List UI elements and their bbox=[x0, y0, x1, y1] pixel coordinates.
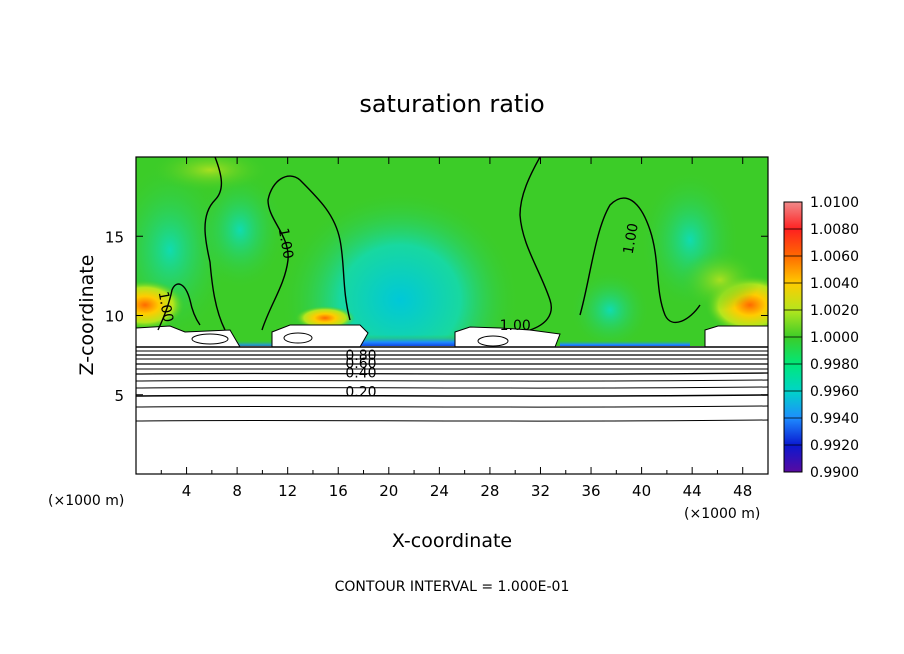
field-warm-patch-mid bbox=[295, 306, 355, 330]
x-tick-label: 28 bbox=[480, 482, 499, 500]
y-tick-label: 15 bbox=[105, 228, 124, 246]
field-lime-patch-right bbox=[680, 250, 760, 310]
colorbar-segment bbox=[784, 418, 802, 446]
colorbar-segment bbox=[784, 310, 802, 338]
cloud-patch-2 bbox=[271, 324, 369, 348]
contour-label: 1.00 bbox=[155, 290, 176, 323]
x-tick-label: 24 bbox=[430, 482, 449, 500]
contour-label: 0.60 bbox=[345, 356, 376, 372]
colorbar-segment bbox=[784, 391, 802, 419]
colorbar-tick-label: 0.9980 bbox=[810, 357, 859, 373]
colorbar-tick-label: 0.9920 bbox=[810, 438, 859, 454]
colorbar-tick-label: 0.9940 bbox=[810, 411, 859, 427]
cloud-core-3 bbox=[477, 335, 509, 347]
cloud-patch-1 bbox=[136, 325, 241, 348]
x-tick-label: 16 bbox=[329, 482, 348, 500]
colorbar-segment bbox=[784, 256, 802, 284]
cloud-core-1 bbox=[191, 333, 229, 345]
x-axis: 4 8 12 16 20 24 28 32 36 40 44 48 bbox=[160, 157, 752, 500]
cloud-patch-4 bbox=[704, 325, 768, 348]
contour-1.00-d bbox=[519, 157, 552, 331]
contour-1.00-e bbox=[579, 197, 701, 324]
field-blue-band-2 bbox=[560, 340, 690, 349]
field-lime-patch bbox=[150, 157, 270, 192]
x-tick-label: 12 bbox=[278, 482, 297, 500]
field-white-lower bbox=[136, 346, 768, 474]
colorbar: 1.0100 1.0080 1.0060 1.0040 1.0020 1.0000 0.99… bbox=[783, 195, 859, 481]
y-tick-label: 5 bbox=[114, 387, 124, 405]
contour-labels: 1.00 1.00 1.00 1.00 0.800.600.40 0.20 bbox=[155, 222, 642, 400]
x-axis-title: X-coordinate bbox=[392, 530, 512, 552]
colorbar-tick-label: 1.0100 bbox=[810, 195, 859, 211]
field-cyan-plume-mid bbox=[195, 170, 285, 290]
contour-1.00-a bbox=[204, 157, 226, 331]
field-cyan-plume-right2 bbox=[570, 270, 650, 350]
contour-label: 0.20 bbox=[345, 384, 376, 400]
colorbar-tick-label: 0.9960 bbox=[810, 384, 859, 400]
x-axis-unit-right: (×1000 m) bbox=[684, 506, 760, 522]
contour-label: 0.80 bbox=[345, 348, 376, 364]
chart-title: saturation ratio bbox=[359, 90, 544, 118]
colorbar-tick-label: 1.0000 bbox=[810, 330, 859, 346]
colorbar-tick-label: 1.0060 bbox=[810, 249, 859, 265]
colorbar-segment bbox=[784, 445, 802, 473]
x-tick-label: 32 bbox=[531, 482, 550, 500]
colorbar-segment bbox=[784, 337, 802, 365]
colorbar-segment bbox=[784, 229, 802, 257]
cloud-core-2 bbox=[283, 332, 313, 344]
colorbar-tick-label: 1.0020 bbox=[810, 303, 859, 319]
contour-label: 0.40 bbox=[345, 365, 376, 381]
colorbar-segment bbox=[784, 283, 802, 311]
x-tick-label: 20 bbox=[379, 482, 398, 500]
contour-label: 1.00 bbox=[500, 318, 531, 334]
colorbar-tick-label: 1.0040 bbox=[810, 276, 859, 292]
x-tick-label: 48 bbox=[733, 482, 752, 500]
lower-contours bbox=[136, 350, 768, 422]
plot-area bbox=[136, 157, 768, 474]
contour-label: 1.00 bbox=[621, 222, 642, 255]
y-tick-label: 10 bbox=[105, 308, 124, 326]
colorbar-segment bbox=[784, 202, 802, 230]
field-warm-patch-left bbox=[136, 280, 185, 330]
y-axis: 5 10 15 bbox=[105, 228, 768, 405]
contour-label: 1.00 bbox=[275, 227, 296, 260]
colorbar-tick-label: 1.0080 bbox=[810, 222, 859, 238]
y-axis-title: Z-coordinate bbox=[76, 255, 98, 376]
x-tick-label: 8 bbox=[232, 482, 242, 500]
x-tick-label: 44 bbox=[683, 482, 702, 500]
contour-1.00-c bbox=[261, 175, 351, 331]
field-blue-band-3 bbox=[230, 340, 290, 349]
x-tick-label: 40 bbox=[632, 482, 651, 500]
x-axis-unit-left: (×1000 m) bbox=[48, 493, 124, 509]
x-tick-label: 4 bbox=[182, 482, 192, 500]
contour-1.00-b bbox=[157, 283, 201, 331]
contour-interval-footer: CONTOUR INTERVAL = 1.000E-01 bbox=[335, 579, 570, 595]
colorbar-segment bbox=[784, 364, 802, 392]
x-tick-label: 36 bbox=[581, 482, 600, 500]
colorbar-tick-label: 0.9900 bbox=[810, 465, 859, 481]
